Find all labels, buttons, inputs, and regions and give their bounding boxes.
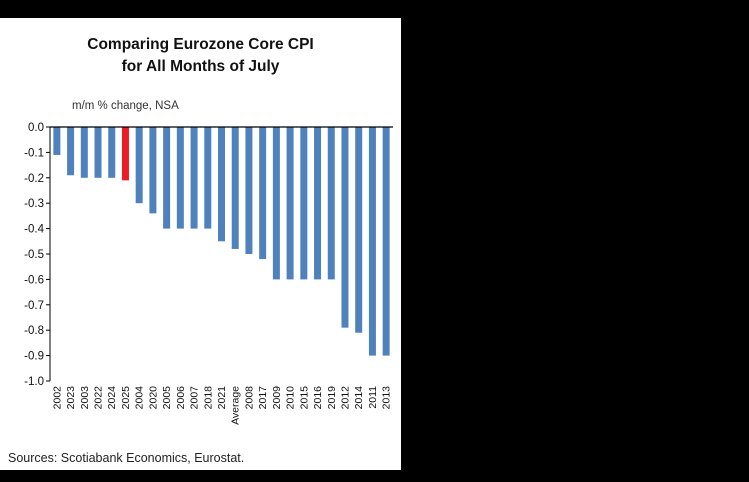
bar-chart: 0.0 -0.1 -0.2 -0.3 -0.4 -0.5 -0.6 -0.7 -0.8 -0.9 -… [24, 122, 393, 425]
x-axis-label: 2018 [202, 386, 214, 410]
chart-title-line2: for All Months of July [121, 58, 280, 75]
y-axis-label: -0.4 [24, 224, 44, 236]
bar [135, 127, 143, 204]
bar [218, 127, 225, 242]
x-axis-label: 2012 [339, 386, 351, 410]
bar [314, 127, 322, 280]
x-axis-label: 2011 [367, 386, 379, 409]
x-axis-label: 2022 [93, 386, 105, 410]
bar [204, 127, 212, 229]
bar [231, 127, 239, 249]
sources-note: Sources: Scotiabank Economics, Eurostat. [8, 451, 245, 465]
bar [327, 127, 335, 280]
x-axis-label: 2017 [257, 386, 269, 410]
bar [80, 127, 88, 178]
bar [382, 127, 390, 356]
x-axis-label: 2016 [312, 386, 324, 410]
bar [108, 127, 116, 178]
bar [368, 127, 376, 356]
x-axis-label: 2006 [175, 386, 187, 410]
bar [300, 127, 308, 280]
bar [245, 127, 253, 254]
bar [355, 127, 363, 333]
y-axis-label: -0.6 [24, 274, 44, 286]
x-axis-label: 2005 [161, 386, 173, 410]
y-axis-label: -1.0 [24, 376, 44, 388]
x-axis-label: 2025 [120, 386, 132, 410]
bar [53, 127, 61, 155]
bar [94, 127, 102, 178]
bar [259, 127, 267, 260]
x-axis-label: 2003 [79, 386, 91, 410]
y-axis-label: -0.2 [24, 173, 44, 185]
bar [190, 127, 198, 229]
x-axis-label: Average [230, 386, 242, 425]
y-axis-label: -0.1 [24, 147, 44, 159]
y-axis-label: -0.5 [24, 249, 44, 261]
bar [163, 127, 171, 229]
bar-highlight [121, 127, 129, 181]
x-axis-label: 2020 [147, 386, 159, 410]
x-axis-label: 2023 [65, 386, 77, 410]
x-axis-label: 2002 [51, 386, 63, 410]
y-axis-label: -0.3 [24, 198, 44, 210]
x-axis-label: 2024 [106, 386, 118, 410]
x-axis-label: 2010 [285, 386, 297, 410]
chart-panel: Comparing Eurozone Core CPI for All Mont… [0, 18, 401, 470]
chart-subtitle: m/m % change, NSA [72, 100, 179, 112]
bar [286, 127, 294, 280]
bar [341, 127, 349, 328]
x-axis-label: 2021 [216, 386, 228, 410]
bar [149, 127, 157, 214]
x-axis-label: 2014 [353, 386, 365, 410]
y-axis-label: -0.8 [24, 325, 44, 337]
y-axis-label: 0.0 [28, 122, 44, 134]
chart-title-line1: Comparing Eurozone Core CPI [87, 36, 314, 53]
x-axis-label: 2013 [381, 386, 393, 410]
x-axis-label: 2004 [134, 386, 146, 410]
x-axis-label: 2008 [243, 386, 255, 410]
bar [67, 127, 75, 176]
x-axis-label: 2015 [298, 386, 310, 410]
bar [176, 127, 184, 229]
x-axis-label: 2007 [189, 386, 201, 410]
y-axis-label: -0.9 [24, 351, 44, 363]
x-axis-label: 2019 [326, 386, 338, 410]
bar [272, 127, 280, 280]
y-axis-label: -0.7 [24, 300, 44, 312]
x-axis-label: 2009 [271, 386, 283, 410]
